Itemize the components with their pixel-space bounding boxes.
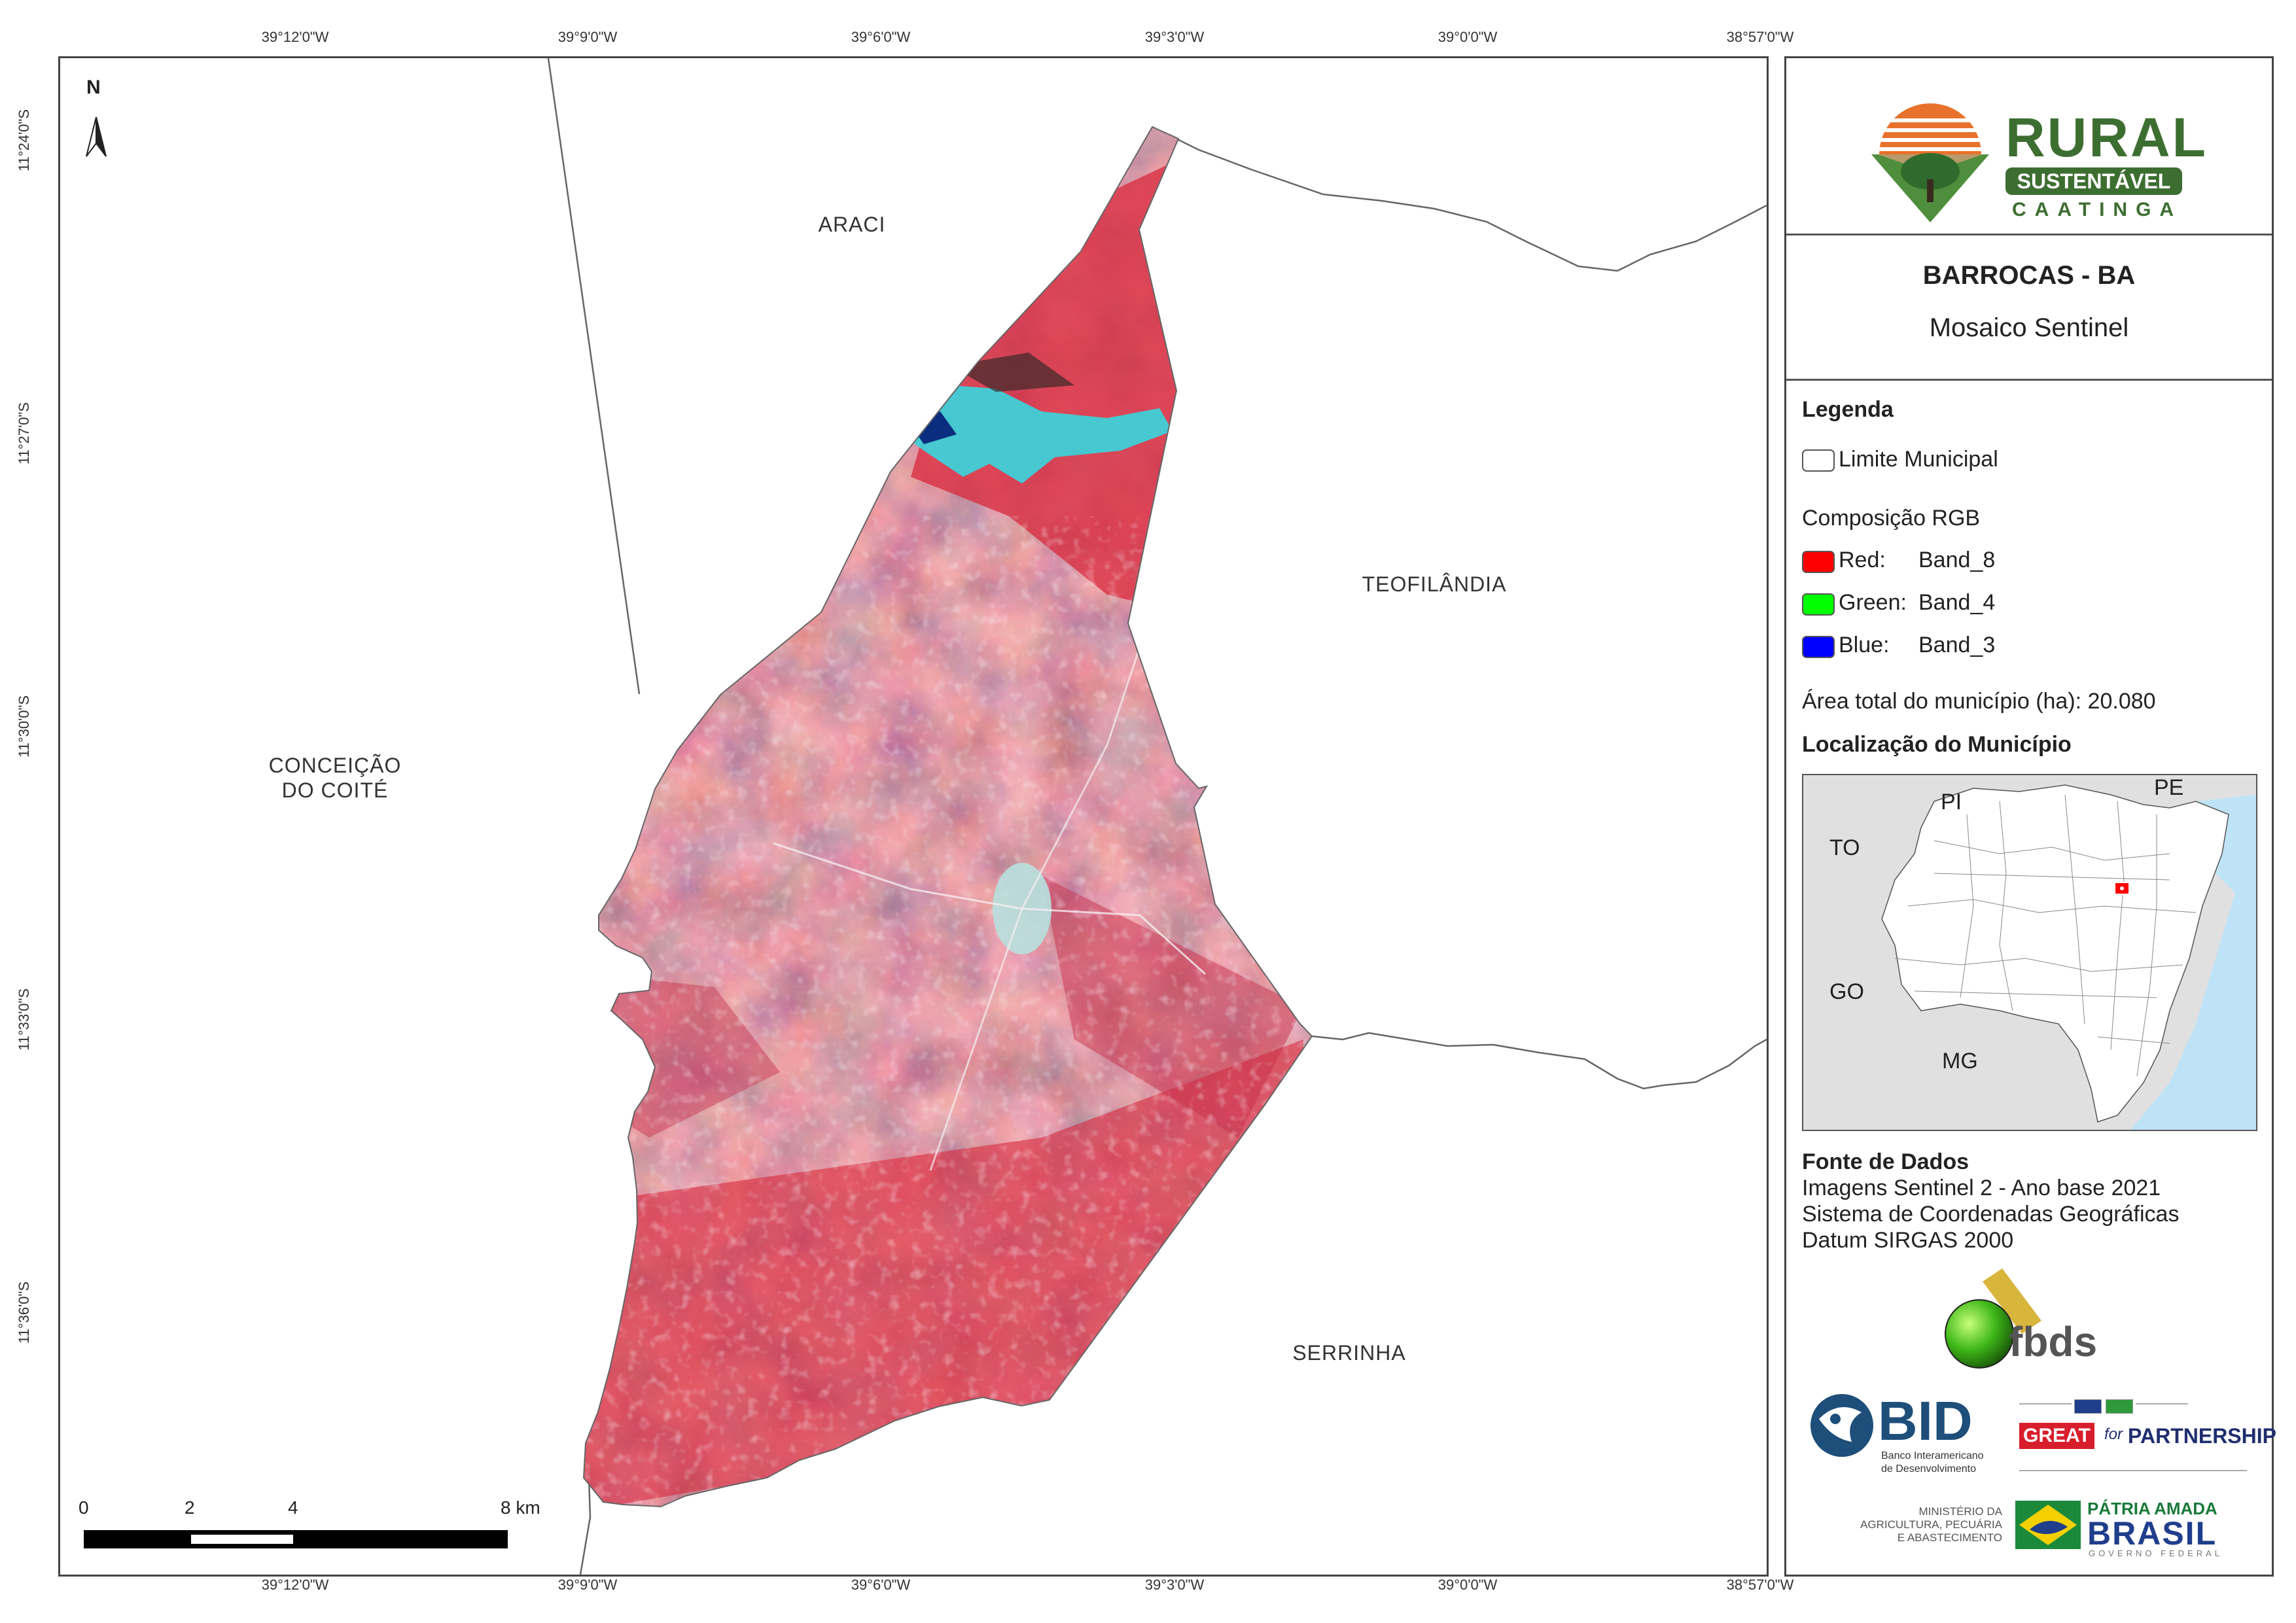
ministerio-line3: E ABASTECIMENTO: [1897, 1531, 2002, 1544]
ministerio-line1: MINISTÉRIO DA: [1918, 1505, 2002, 1518]
uk-flag-icon: [2074, 1399, 2102, 1414]
rural-sustentavel-logo: RURAL SUSTENTÁVEL CAATINGA: [1865, 94, 2208, 225]
logo-sustentavel: SUSTENTÁVEL: [2005, 167, 2182, 195]
great-for: for: [2104, 1425, 2123, 1443]
lon-label-top-4: 39°3'0"W: [1144, 29, 1205, 45]
legend-green-label: Green:: [1839, 590, 1907, 615]
barrocas-boundary: [582, 126, 1313, 1508]
inset-label-pi: PI: [1941, 790, 1962, 814]
map-title: BARROCAS - BA: [1922, 261, 2136, 290]
green-band-swatch: [1802, 593, 1835, 616]
legend-blue-band: Band_3: [1918, 633, 1996, 657]
lon-label-bottom-6: 38°57'0"W: [1726, 1577, 1794, 1593]
map-frame[interactable]: N ARACI TEOFILÂNDIA CONCEIÇÃO DO COITÉ S…: [58, 56, 1769, 1577]
lat-label-5: 11°36'0"S: [16, 1281, 32, 1344]
legend-red-band: Band_8: [1918, 548, 1996, 572]
lon-label-top-2: 39°9'0"W: [557, 29, 618, 45]
lon-label-bottom-2: 39°9'0"W: [557, 1577, 618, 1593]
great-partnership: PARTNERSHIP: [2128, 1424, 2276, 1448]
lon-label-bottom-4: 39°3'0"W: [1144, 1577, 1205, 1593]
lat-label-3: 11°30'0"S: [16, 695, 32, 758]
caatinga-emblem-icon: [1871, 103, 1989, 222]
bid-sub2: de Desenvolvimento: [1881, 1463, 1976, 1475]
brazil-flag-icon: [2106, 1399, 2133, 1414]
logo-rural: RURAL: [2005, 107, 2208, 168]
place-conceicao-line1: CONCEIÇÃO: [268, 754, 402, 777]
map-subtitle: Mosaico Sentinel: [1929, 313, 2129, 342]
lon-label-top-1: 39°12'0"W: [261, 29, 329, 45]
fonte-line3: Datum SIRGAS 2000: [1802, 1228, 2014, 1253]
ministerio-line2: AGRICULTURA, PECUÁRIA: [1860, 1518, 2002, 1531]
legend-red-label: Red:: [1839, 548, 1886, 572]
sentinel-mosaic: [584, 127, 1312, 1507]
map-canvas: [84, 58, 1767, 1575]
lon-label-bottom-1: 39°12'0"W: [261, 1577, 329, 1593]
great-divider-bottom: [2019, 1470, 2247, 1471]
bid-sub1: Banco Interamericano: [1881, 1450, 1984, 1461]
inset-label-mg: MG: [1942, 1049, 1978, 1073]
fonte-line2: Sistema de Coordenadas Geográficas: [1802, 1202, 2180, 1227]
scale-label-8km: 8 km: [501, 1497, 540, 1518]
location-heading: Localização do Município: [1802, 732, 2072, 757]
bid-logo-icon: [1810, 1394, 1873, 1457]
scale-label-2: 2: [185, 1497, 195, 1518]
lat-label-1: 11°24'0"S: [16, 109, 32, 171]
place-araci: ARACI: [818, 213, 886, 236]
scale-label-4: 4: [288, 1497, 298, 1518]
lon-label-bottom-5: 39°0'0"W: [1438, 1577, 1498, 1593]
panel-divider-1: [1786, 234, 2272, 236]
legend-heading: Legenda: [1802, 397, 1894, 422]
north-arrow-icon: [86, 116, 107, 157]
limite-municipal-swatch: [1802, 449, 1835, 472]
location-inset-map: PI PE TO GO MG: [1802, 774, 2257, 1131]
inset-label-pe: PE: [2154, 775, 2184, 800]
inset-label-to: TO: [1829, 835, 1860, 860]
lat-label-2: 11°27'0"S: [16, 402, 32, 464]
governo-federal: GOVERNO FEDERAL: [2089, 1548, 2223, 1558]
lon-label-top-3: 39°6'0"W: [851, 29, 911, 45]
scale-label-0: 0: [79, 1497, 89, 1518]
north-label: N: [86, 77, 101, 98]
inset-map-canvas: [1881, 784, 2256, 1130]
fonte-line1: Imagens Sentinel 2 - Ano base 2021: [1802, 1176, 2161, 1200]
fbds-text: fbds: [2009, 1318, 2098, 1365]
municipal-boundaries: [547, 58, 1767, 1575]
panel-divider-2: [1786, 379, 2272, 381]
patria-amada: PÁTRIA AMADA: [2087, 1499, 2217, 1518]
legend-panel: RURAL SUSTENTÁVEL CAATINGA BARROCAS - BA…: [1784, 56, 2276, 1577]
legend-area-total: Área total do município (ha): 20.080: [1802, 689, 2156, 714]
place-teofilandia: TEOFILÂNDIA: [1362, 572, 1507, 596]
water-body-cyan: [898, 385, 1173, 483]
legend-composicao: Composição RGB: [1802, 506, 1981, 531]
fbds-logo-icon: [1945, 1268, 2041, 1369]
red-band-swatch: [1802, 551, 1835, 573]
brasil-flag-emblem-icon: [2015, 1501, 2081, 1549]
lon-label-top-6: 38°57'0"W: [1726, 29, 1794, 45]
great-divider-left: [2019, 1403, 2072, 1405]
legend-limite: Limite Municipal: [1839, 447, 1998, 472]
legend-green-band: Band_4: [1918, 590, 1996, 615]
logo-caatinga: CAATINGA: [2012, 199, 2183, 220]
legend-blue-label: Blue:: [1839, 633, 1890, 657]
place-serrinha: SERRINHA: [1292, 1341, 1406, 1365]
inset-label-go: GO: [1829, 979, 1864, 1004]
scale-bar: [84, 1530, 508, 1548]
lat-label-4: 11°33'0"S: [16, 988, 32, 1051]
lon-label-bottom-3: 39°6'0"W: [851, 1577, 911, 1593]
bid-text: BID: [1878, 1390, 1973, 1452]
blue-band-swatch: [1802, 636, 1835, 658]
brasil-text: BRASIL: [2087, 1515, 2217, 1552]
great-text: GREAT: [2019, 1423, 2094, 1449]
place-conceicao-line2: DO COITÉ: [281, 778, 389, 802]
great-divider-right: [2136, 1403, 2188, 1405]
fonte-heading: Fonte de Dados: [1802, 1149, 1969, 1174]
lon-label-top-5: 39°0'0"W: [1438, 29, 1498, 45]
